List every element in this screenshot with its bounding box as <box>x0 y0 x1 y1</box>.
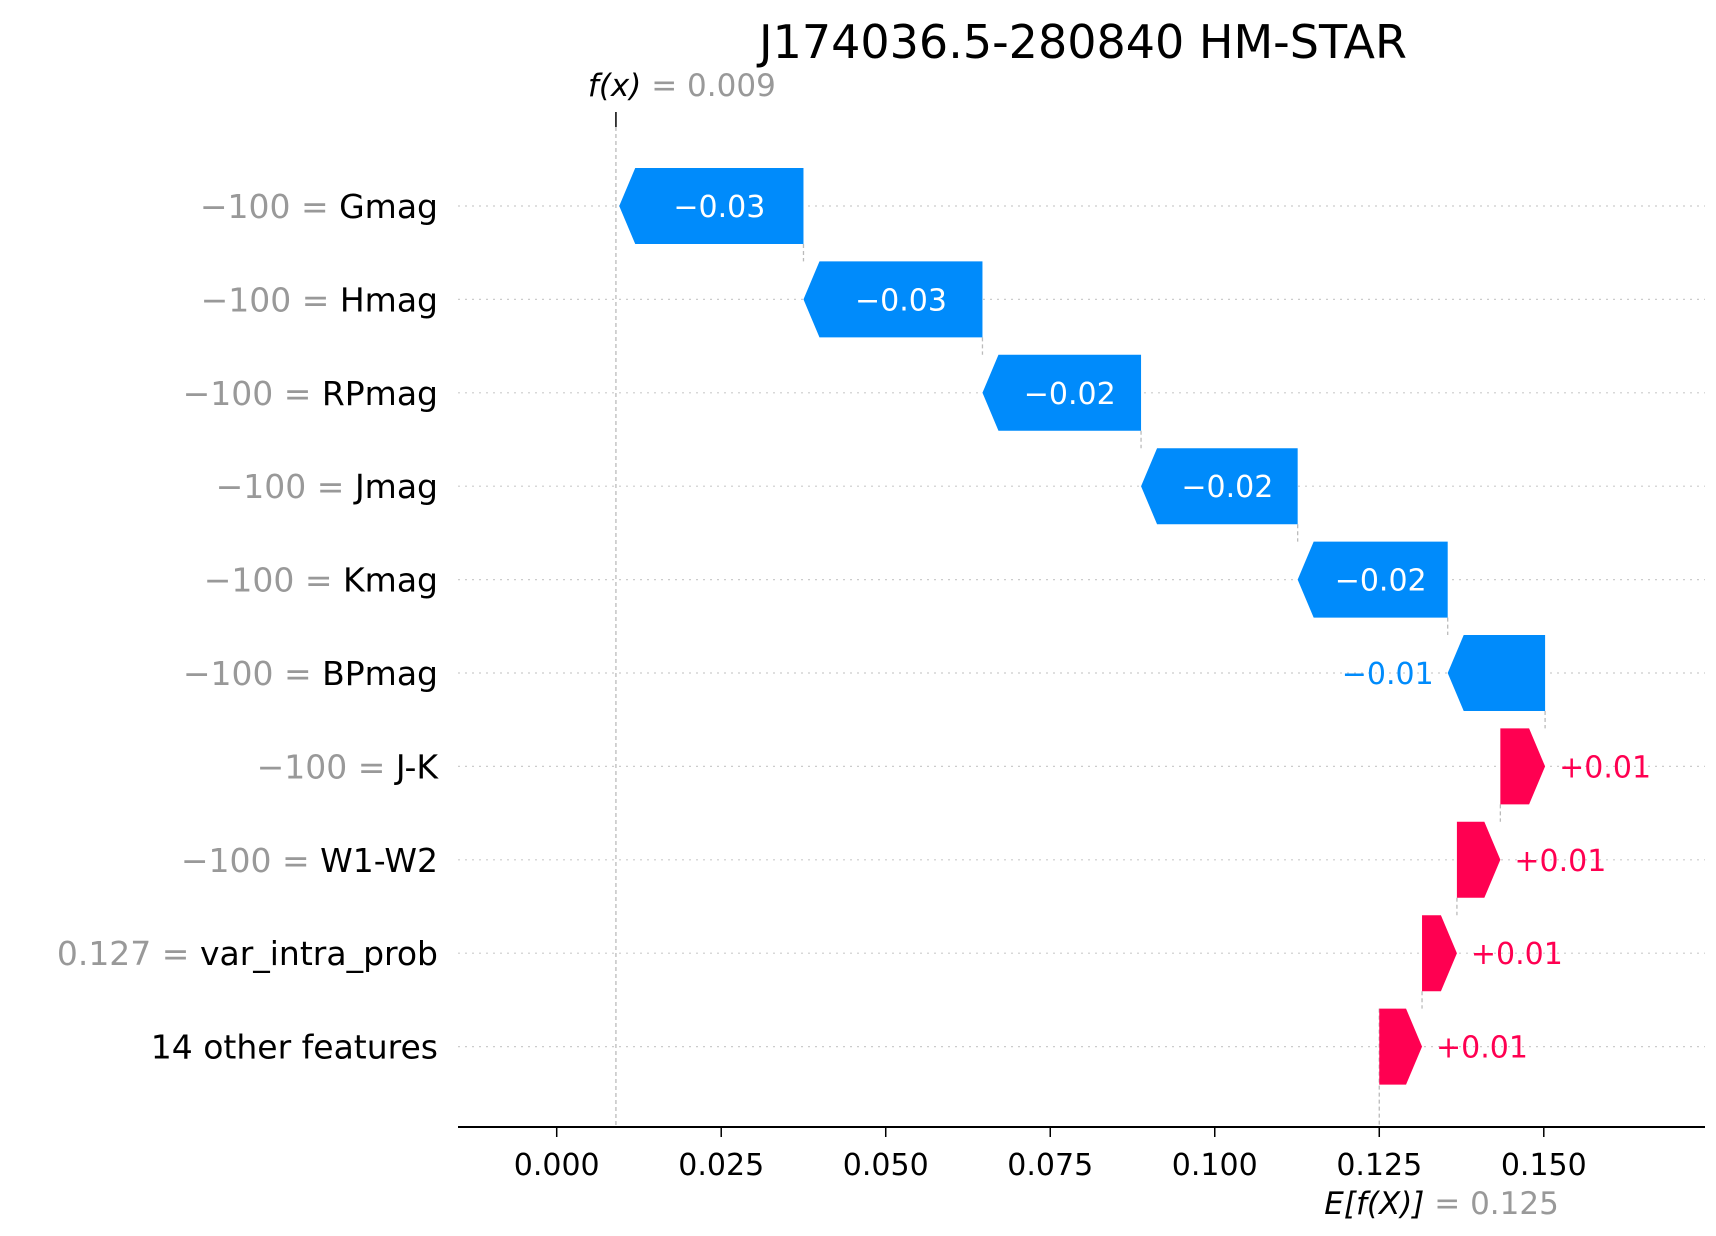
bar-negative <box>1297 541 1448 618</box>
x-tick-label: 0.150 <box>1501 1148 1587 1183</box>
fx-value: = 0.009 <box>641 68 775 104</box>
feature-label: −100 = Jmag <box>216 467 438 506</box>
bar-value-label: −0.02 <box>1024 377 1116 412</box>
bar-layer <box>619 168 1546 1085</box>
bar-negative <box>1141 448 1298 525</box>
annotation-layer: f(x) = 0.009 E[f(X)] = 0.125 <box>588 68 1559 1222</box>
feature-label: −100 = BPmag <box>183 654 438 693</box>
feature-value: 0.127 = <box>57 934 200 973</box>
fx-label: f(x) <box>588 68 641 104</box>
feature-name: Gmag <box>339 187 438 226</box>
bar-value-label: −0.02 <box>1335 564 1427 599</box>
x-axis: 0.000 0.025 0.050 0.075 0.100 0.125 0.150 <box>458 1126 1705 1183</box>
base-value: = 0.125 <box>1424 1186 1558 1222</box>
feature-label: −100 = Gmag <box>200 187 438 226</box>
bar-positive <box>1379 1008 1423 1085</box>
feature-value: −100 = <box>257 747 396 786</box>
feature-label: 0.127 = var_intra_prob <box>57 934 438 973</box>
bar-positive <box>1500 728 1546 805</box>
feature-name: 14 other features <box>151 1028 438 1067</box>
feature-label: −100 = Hmag <box>201 280 438 319</box>
bar-negative <box>619 168 804 244</box>
label-layer: −0.03 −100 = Gmag −0.03 −100 = Hmag −0.02 −10… <box>57 187 1651 1067</box>
bar-negative <box>1447 635 1546 711</box>
feature-value: −100 = <box>183 654 322 693</box>
feature-value: −100 = <box>204 561 343 600</box>
feature-label: 14 other features <box>151 1028 438 1067</box>
bar-value-label: +0.01 <box>1514 844 1606 879</box>
feature-name: W1-W2 <box>320 841 438 880</box>
bar-value-label: −0.02 <box>1181 470 1273 505</box>
bar-positive <box>1422 915 1457 992</box>
feature-label: −100 = RPmag <box>183 374 438 413</box>
feature-label: −100 = W1-W2 <box>181 841 438 880</box>
base-annotation: E[f(X)] = 0.125 <box>1324 1186 1559 1222</box>
feature-name: Jmag <box>353 467 438 506</box>
feature-value: −100 = <box>181 841 320 880</box>
base-label: E[f(X)] <box>1324 1186 1424 1222</box>
feature-name: RPmag <box>322 374 438 413</box>
guide-layer <box>615 112 1546 1127</box>
x-tick-label: 0.100 <box>1172 1148 1258 1183</box>
feature-value: −100 = <box>183 374 322 413</box>
x-tick-label: 0.025 <box>678 1148 764 1183</box>
x-tick-label: 0.125 <box>1336 1148 1422 1183</box>
feature-value: −100 = <box>216 467 355 506</box>
feature-name: J-K <box>394 747 439 786</box>
feature-name: Kmag <box>343 561 438 600</box>
bar-value-label: +0.01 <box>1559 750 1651 785</box>
feature-name: var_intra_prob <box>200 934 438 973</box>
x-tick-label: 0.075 <box>1007 1148 1093 1183</box>
feature-label: −100 = J-K <box>257 747 440 786</box>
bar-value-label: −0.03 <box>855 283 947 318</box>
feature-value: −100 = <box>201 280 340 319</box>
bar-negative <box>803 261 983 338</box>
bar-value-label: −0.01 <box>1342 657 1434 692</box>
bar-value-label: +0.01 <box>1471 937 1563 972</box>
bar-value-label: +0.01 <box>1436 1031 1528 1066</box>
feature-name: Hmag <box>340 280 438 319</box>
bar-value-label: −0.03 <box>673 190 765 225</box>
bar-negative <box>982 354 1142 431</box>
grid-layer <box>458 205 1705 1048</box>
bar-positive <box>1456 821 1501 898</box>
x-tick-label: 0.050 <box>843 1148 929 1183</box>
feature-name: BPmag <box>322 654 438 693</box>
feature-label: −100 = Kmag <box>204 561 438 600</box>
fx-annotation: f(x) = 0.009 <box>588 68 776 104</box>
chart-title: J174036.5-280840 HM-STAR <box>756 15 1407 69</box>
x-tick-label: 0.000 <box>514 1148 600 1183</box>
feature-value: −100 = <box>200 187 339 226</box>
